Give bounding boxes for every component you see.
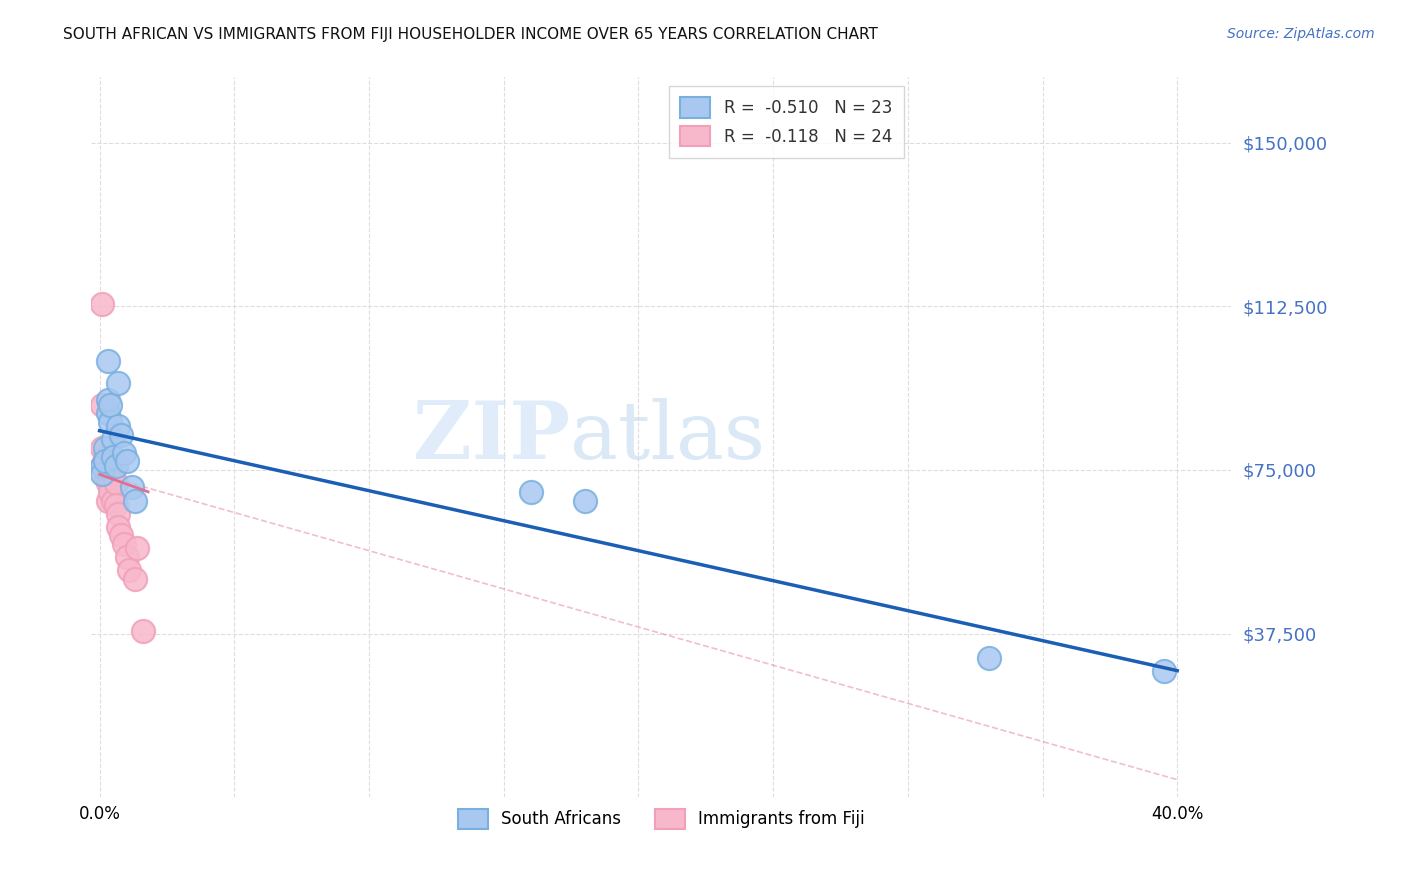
Point (574, 493, 596, 508)
Point (519, 484, 541, 499)
Point (97, 493, 120, 508)
Point (107, 419, 129, 434)
Point (115, 454, 138, 468)
Point (124, 572, 146, 586)
Point (94, 450, 117, 464)
Point (98, 415, 121, 429)
Point (115, 550, 138, 565)
Point (98, 472, 121, 486)
Point (124, 493, 146, 508)
Point (101, 433, 124, 447)
Point (107, 376, 129, 390)
Point (1153, 664, 1175, 678)
Point (101, 450, 124, 464)
Point (110, 528, 132, 542)
Point (101, 493, 124, 508)
Point (97, 393, 120, 408)
Point (91, 441, 114, 455)
Point (104, 476, 127, 491)
Point (112, 445, 135, 459)
Point (91, 398, 114, 412)
Point (107, 519, 129, 533)
Point (112, 537, 135, 551)
Point (131, 624, 153, 639)
Point (98, 484, 121, 499)
Point (91, 458, 114, 473)
Point (110, 428, 132, 442)
Text: ZIP: ZIP (413, 398, 569, 476)
Point (104, 458, 127, 473)
Point (94, 467, 117, 482)
Point (977, 650, 1000, 665)
Point (91, 467, 114, 482)
Point (101, 467, 124, 482)
Point (91, 458, 114, 473)
Text: atlas: atlas (569, 398, 765, 476)
Point (94, 454, 117, 468)
Legend: South Africans, Immigrants from Fiji: South Africans, Immigrants from Fiji (449, 799, 875, 839)
Point (97, 354, 120, 368)
Point (91, 297, 114, 311)
Point (97, 476, 120, 491)
Point (104, 498, 127, 512)
Point (94, 441, 117, 455)
Text: SOUTH AFRICAN VS IMMIGRANTS FROM FIJI HOUSEHOLDER INCOME OVER 65 YEARS CORRELATI: SOUTH AFRICAN VS IMMIGRANTS FROM FIJI HO… (63, 27, 879, 42)
Point (118, 563, 141, 577)
Text: Source: ZipAtlas.com: Source: ZipAtlas.com (1227, 27, 1375, 41)
Point (107, 507, 129, 521)
Point (121, 480, 143, 494)
Point (127, 541, 149, 556)
Point (97, 406, 120, 420)
Point (98, 398, 121, 412)
Point (97, 458, 120, 473)
